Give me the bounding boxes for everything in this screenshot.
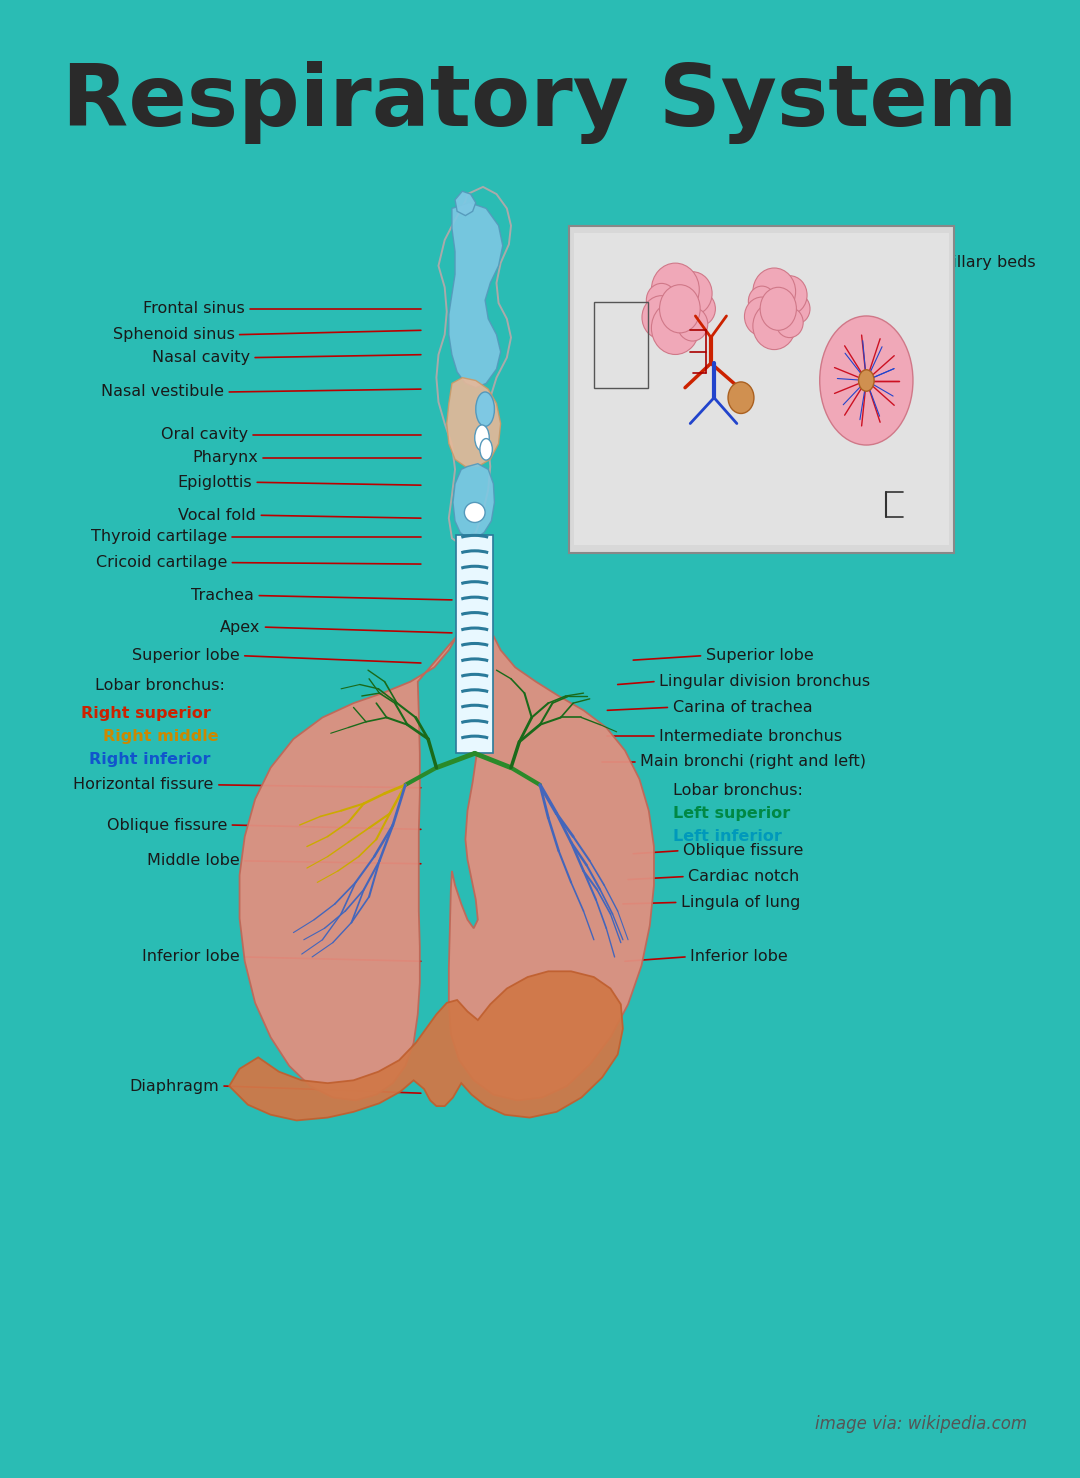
Text: Capillary beds: Capillary beds	[921, 256, 1036, 270]
Text: Inferior lobe: Inferior lobe	[141, 949, 240, 965]
Ellipse shape	[646, 284, 677, 318]
Text: Left inferior: Left inferior	[673, 829, 782, 844]
Text: Trachea: Trachea	[191, 588, 254, 603]
Text: Cardiac notch: Cardiac notch	[688, 869, 799, 884]
Polygon shape	[240, 636, 457, 1100]
Text: Pulmonary artery: Pulmonary artery	[615, 513, 755, 529]
Ellipse shape	[820, 316, 913, 445]
Polygon shape	[453, 464, 495, 538]
Polygon shape	[455, 191, 476, 216]
Text: Connective tissue: Connective tissue	[615, 302, 757, 316]
Ellipse shape	[651, 302, 699, 355]
Text: Right inferior: Right inferior	[89, 752, 211, 767]
Text: Left superior: Left superior	[673, 806, 789, 822]
Text: Horizontal fissure: Horizontal fissure	[73, 777, 214, 792]
Text: Superior lobe: Superior lobe	[705, 649, 813, 664]
Ellipse shape	[673, 272, 712, 315]
Ellipse shape	[772, 276, 807, 315]
Text: Atrium: Atrium	[872, 513, 926, 529]
Text: Carina of trachea: Carina of trachea	[673, 701, 812, 715]
Ellipse shape	[642, 296, 681, 338]
Text: Alveoli: Alveoli	[872, 491, 926, 505]
Text: Oblique fissure: Oblique fissure	[683, 844, 804, 859]
Ellipse shape	[660, 285, 700, 333]
FancyBboxPatch shape	[569, 226, 955, 553]
Ellipse shape	[777, 307, 804, 337]
Polygon shape	[449, 202, 502, 387]
Text: Respiratory System: Respiratory System	[63, 61, 1017, 143]
Text: Alveolar sacs: Alveolar sacs	[615, 333, 720, 347]
Ellipse shape	[677, 307, 707, 341]
Text: Lobar bronchus:: Lobar bronchus:	[673, 783, 802, 798]
Text: Right middle: Right middle	[104, 729, 219, 743]
Text: Right superior: Right superior	[81, 705, 211, 721]
Ellipse shape	[728, 381, 754, 414]
FancyBboxPatch shape	[575, 234, 949, 545]
Text: Superior lobe: Superior lobe	[132, 649, 240, 664]
Text: Intermediate bronchus: Intermediate bronchus	[659, 729, 842, 743]
Text: Oblique fissure: Oblique fissure	[107, 817, 227, 832]
Ellipse shape	[859, 370, 874, 392]
Ellipse shape	[480, 439, 492, 460]
Text: Lingular division bronchus: Lingular division bronchus	[659, 674, 870, 689]
Text: Diaphragm: Diaphragm	[130, 1079, 219, 1094]
Text: Middle lobe: Middle lobe	[147, 853, 240, 869]
Text: Thyroid cartilage: Thyroid cartilage	[91, 529, 227, 544]
Ellipse shape	[760, 287, 796, 330]
Ellipse shape	[753, 303, 796, 350]
Text: Cricoid cartilage: Cricoid cartilage	[96, 556, 227, 571]
Text: Lobar bronchus:: Lobar bronchus:	[95, 678, 225, 693]
Polygon shape	[229, 971, 623, 1120]
Ellipse shape	[476, 392, 495, 426]
Text: Mucosal lining: Mucosal lining	[615, 442, 729, 457]
Text: Frontal sinus: Frontal sinus	[143, 302, 245, 316]
Ellipse shape	[748, 287, 775, 316]
Ellipse shape	[744, 297, 780, 336]
Text: Lingula of lung: Lingula of lung	[680, 896, 800, 910]
Text: Main bronchi (right and left): Main bronchi (right and left)	[640, 754, 866, 770]
Text: Vocal fold: Vocal fold	[178, 508, 256, 523]
Text: Nasal vestibule: Nasal vestibule	[102, 384, 224, 399]
Text: Epiglottis: Epiglottis	[177, 474, 252, 489]
Text: Sphenoid sinus: Sphenoid sinus	[112, 327, 234, 341]
Text: Oral cavity: Oral cavity	[161, 427, 247, 442]
Ellipse shape	[475, 426, 489, 451]
Polygon shape	[447, 378, 501, 467]
Polygon shape	[449, 636, 654, 1100]
Bar	[456, 535, 494, 754]
Text: Pulmonary vein: Pulmonary vein	[615, 491, 740, 505]
Text: image via: wikipedia.com: image via: wikipedia.com	[814, 1414, 1027, 1434]
Text: Nasal cavity: Nasal cavity	[152, 350, 249, 365]
Ellipse shape	[685, 293, 715, 325]
Ellipse shape	[783, 294, 810, 324]
Ellipse shape	[753, 268, 796, 315]
Text: Pharynx: Pharynx	[192, 451, 258, 466]
Text: Inferior lobe: Inferior lobe	[690, 949, 788, 965]
Ellipse shape	[651, 263, 699, 316]
Ellipse shape	[464, 503, 485, 522]
Text: Apex: Apex	[220, 619, 260, 634]
Bar	[594, 302, 648, 387]
Text: Alveolar duct: Alveolar duct	[615, 375, 721, 390]
Text: Mucous gland: Mucous gland	[615, 418, 726, 435]
